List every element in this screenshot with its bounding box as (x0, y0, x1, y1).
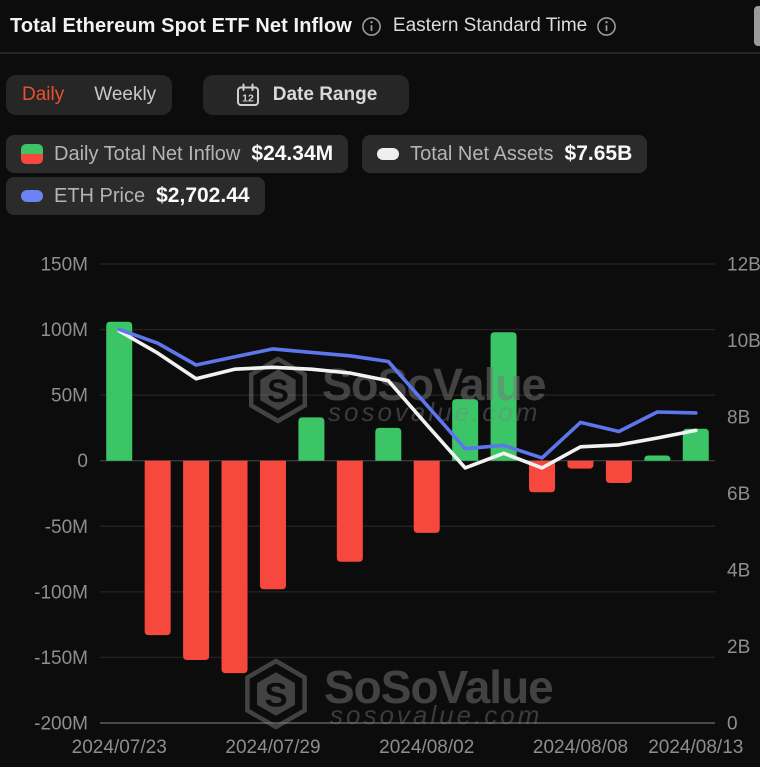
legend-item-total-net-assets[interactable]: Total Net Assets $7.65B (362, 135, 648, 173)
left-axis-tick-label: 50M (51, 386, 88, 407)
net-inflow-bar (336, 460, 363, 562)
tab-daily[interactable]: Daily (22, 84, 65, 105)
x-axis-tick-label: 2024/08/02 (379, 737, 474, 758)
left-axis-tick-label: 100M (40, 320, 88, 341)
legend-item-eth-price[interactable]: ETH Price $2,702.44 (6, 177, 265, 215)
right-axis-tick-label: 4B (727, 561, 750, 582)
net-inflow-bar (298, 417, 325, 461)
eth-price-line (117, 327, 698, 460)
left-axis-tick-label: -50M (45, 517, 88, 538)
net-inflow-bar (567, 460, 594, 469)
left-axis-tick-label: 150M (40, 255, 88, 276)
net-inflow-bar (144, 460, 171, 636)
timezone-info-icon[interactable] (596, 16, 617, 37)
net-inflow-legend-icon (21, 144, 43, 164)
watermark-domain-text: sosovalue.com (330, 700, 542, 730)
x-axis-tick-label: 2024/08/13 (648, 737, 743, 758)
date-range-label: Date Range (272, 84, 378, 105)
timezone-label: Eastern Standard Time (392, 15, 588, 36)
watermark-brand-text: SoSoValue (322, 359, 546, 410)
net-inflow-bar (605, 460, 632, 484)
net-inflow-bar (644, 455, 671, 461)
calendar-icon-day: 12 (242, 93, 254, 105)
right-axis-tick-label: 6B (727, 484, 750, 505)
chart-legend: Daily Total Net Inflow $24.34M Total Net… (6, 135, 648, 219)
net-inflow-bar (529, 460, 556, 493)
total-net-assets-value: $7.65B (564, 142, 633, 165)
title-info-icon[interactable] (361, 16, 382, 37)
net-inflow-bar (259, 460, 286, 590)
header-divider (0, 52, 760, 54)
right-axis-tick-label: 0 (727, 714, 738, 735)
net-inflow-bar (221, 460, 248, 674)
sosovalue-logo-watermark: S (267, 373, 289, 409)
etf-net-inflow-chart[interactable]: 150M 100M 50M 0 -50M -100M -150M -200M 12B 10B 8B 6… (0, 225, 760, 767)
page-title: Total Ethereum Spot ETF Net Inflow (10, 14, 352, 37)
eth-price-legend-icon (21, 190, 43, 202)
sosovalue-logo-watermark (248, 356, 308, 424)
chart-controls: Daily Weekly 12 Date Range (0, 75, 760, 115)
sosovalue-logo-watermark (257, 672, 295, 716)
x-axis-tick-label: 2024/07/23 (72, 737, 167, 758)
net-inflow-bar (452, 399, 479, 461)
sosovalue-logo-watermark (260, 369, 296, 411)
total-net-assets-legend-icon (377, 148, 400, 160)
edge-partial-button[interactable] (754, 6, 760, 46)
left-axis-tick-label: 0 (77, 451, 88, 472)
total-net-assets-label: Total Net Assets (410, 142, 554, 165)
net-inflow-label: Daily Total Net Inflow (54, 142, 241, 165)
net-inflow-bar (682, 428, 709, 461)
legend-item-net-inflow[interactable]: Daily Total Net Inflow $24.34M (6, 135, 349, 173)
net-inflow-bar (183, 460, 210, 661)
interval-tab-group: Daily Weekly (6, 75, 173, 115)
eth-price-label: ETH Price (54, 184, 146, 207)
right-axis-tick-label: 8B (727, 408, 750, 429)
sosovalue-logo-watermark: S (264, 677, 287, 715)
right-axis-tick-label: 2B (727, 637, 750, 658)
right-axis-tick-label: 12B (727, 255, 760, 276)
x-axis-tick-label: 2024/08/08 (533, 737, 628, 758)
header: Total Ethereum Spot ETF Net Inflow Easte… (0, 0, 760, 52)
left-axis-tick-label: -150M (34, 648, 88, 669)
eth-price-value: $2,702.44 (156, 184, 250, 207)
calendar-icon: 12 (235, 82, 261, 108)
left-axis-tick-label: -200M (34, 714, 88, 735)
net-inflow-bar (413, 460, 440, 533)
total-net-assets-line (117, 329, 698, 470)
net-inflow-bar (106, 321, 133, 461)
right-axis-tick-label: 10B (727, 331, 760, 352)
watermark-brand-text: SoSoValue (324, 661, 553, 713)
x-axis-tick-label: 2024/07/29 (225, 737, 320, 758)
net-inflow-bar (375, 427, 402, 461)
tab-weekly[interactable]: Weekly (94, 84, 157, 105)
date-range-button[interactable]: 12 Date Range (203, 75, 409, 115)
net-inflow-bar (490, 332, 517, 461)
net-inflow-value: $24.34M (251, 142, 334, 165)
left-axis-tick-label: -100M (34, 582, 88, 603)
sosovalue-logo-watermark (245, 658, 307, 730)
